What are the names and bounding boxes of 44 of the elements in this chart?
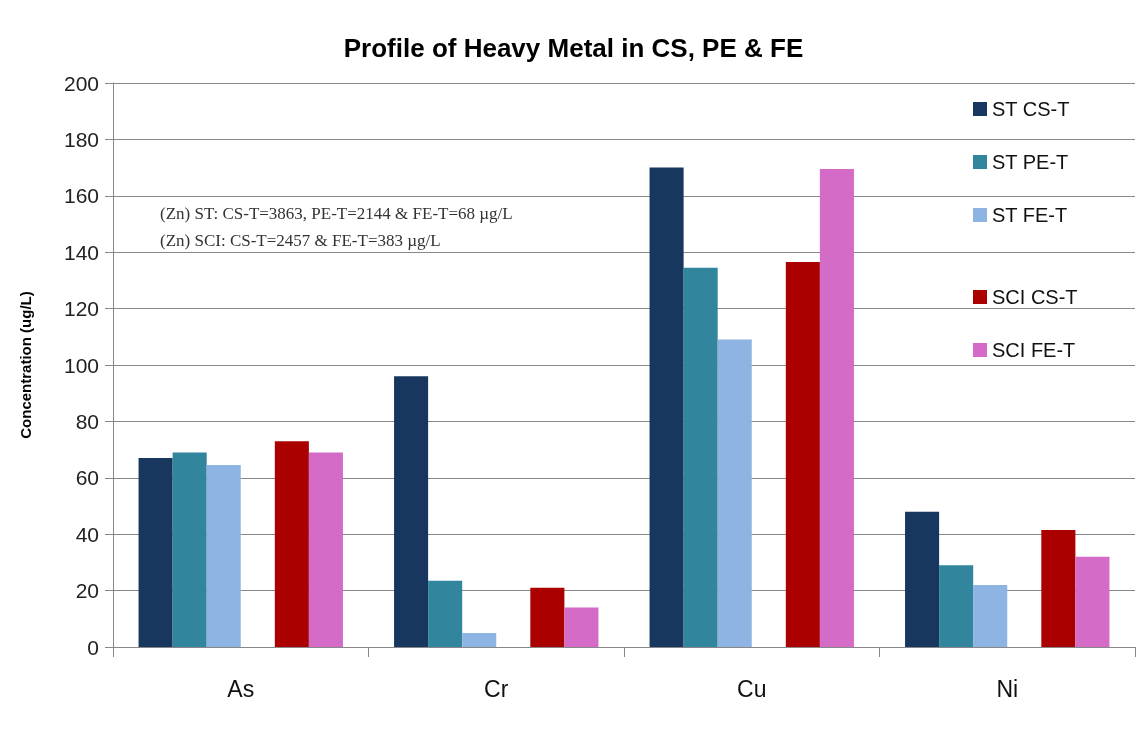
y-tick-label: 200 <box>63 71 99 95</box>
chart-title: Profile of Heavy Metal in CS, PE & FE <box>343 33 804 63</box>
legend-label: SCI CS-T <box>992 286 1078 308</box>
annotation: (Zn) SCI: CS-T=2457 & FE-T=383 µg/L <box>160 231 441 250</box>
bar <box>683 267 718 647</box>
y-tick-label: 160 <box>63 184 99 208</box>
bar <box>206 465 241 647</box>
y-tick-label: 80 <box>75 409 99 433</box>
legend-label: ST FE-T <box>992 204 1068 226</box>
y-tick-label: 180 <box>63 127 99 151</box>
bar <box>819 169 854 647</box>
y-tick-label: 0 <box>87 635 99 659</box>
bar <box>717 339 752 647</box>
x-tick-label: As <box>227 675 255 702</box>
y-axis-title: Concentration (ug/L) <box>17 291 34 439</box>
legend-label: ST PE-T <box>992 151 1069 173</box>
bar <box>1075 556 1110 647</box>
bar <box>785 262 820 647</box>
bar <box>428 580 463 647</box>
y-tick-label: 40 <box>75 522 99 546</box>
y-tick-label: 120 <box>63 297 99 321</box>
bar <box>530 587 565 647</box>
bar <box>905 511 940 647</box>
bar <box>1041 529 1076 647</box>
bar <box>172 452 207 647</box>
y-tick-label: 140 <box>63 240 99 264</box>
legend-label: ST CS-T <box>992 98 1070 120</box>
x-tick-label: Ni <box>996 675 1019 702</box>
bar <box>649 167 684 647</box>
bar <box>308 452 343 647</box>
annotation: (Zn) ST: CS-T=3863, PE-T=2144 & FE-T=68 µg/L <box>160 204 513 223</box>
y-tick-label: 100 <box>63 353 99 377</box>
bar <box>973 584 1008 647</box>
x-tick-label: Cu <box>737 675 767 702</box>
bar <box>274 441 309 647</box>
bar <box>138 458 173 647</box>
bar <box>939 565 974 647</box>
bar <box>394 376 429 647</box>
y-tick-label: 20 <box>75 579 99 603</box>
bar <box>564 607 599 647</box>
y-tick-label: 60 <box>75 466 99 490</box>
x-tick-label: Cr <box>484 675 509 702</box>
bar <box>462 632 497 647</box>
legend-label: SCI FE-T <box>992 339 1076 361</box>
